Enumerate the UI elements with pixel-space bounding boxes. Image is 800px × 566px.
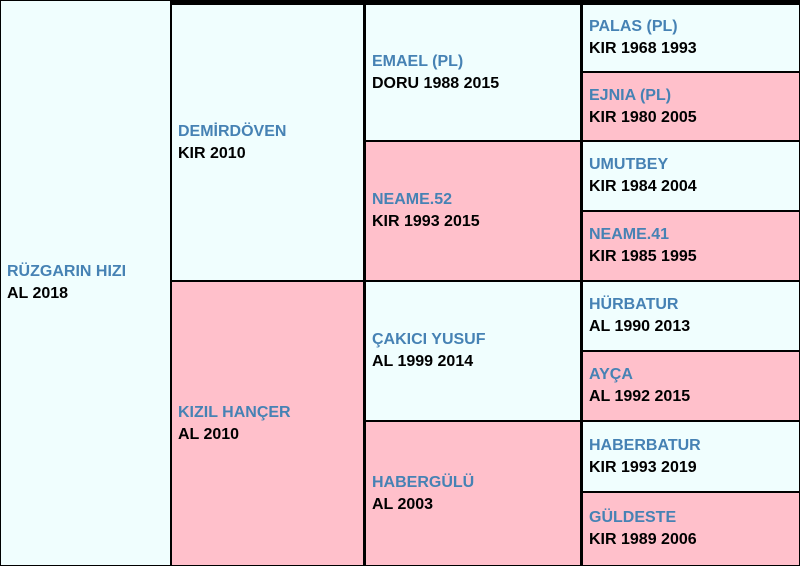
ancestor-name[interactable]: EJNIA (PL)	[589, 86, 672, 104]
ancestor-info: AL 1990 2013	[589, 318, 691, 335]
pedigree-cell-gen3-1: PALAS (PL) KIR 1968 1993	[583, 5, 799, 71]
ancestor-info: AL 1999 2014	[372, 353, 474, 370]
ancestor-info: AL 1992 2015	[589, 388, 691, 405]
pedigree-cell-gen3-8: GÜLDESTE KIR 1989 2006	[583, 493, 799, 565]
ancestor-info: KIR 1985 1995	[589, 248, 697, 265]
ancestor-name[interactable]: AYÇA	[589, 366, 633, 383]
pedigree-cell-gen3-4: NEAME.41 KIR 1985 1995	[583, 212, 799, 280]
ancestor-name[interactable]: ÇAKICI YUSUF	[372, 331, 486, 348]
ancestor-name[interactable]: HÜRBATUR	[589, 296, 679, 313]
dam-name[interactable]: KIZIL HANÇER	[178, 403, 291, 421]
pedigree-cell-gen3-7: HABERBATUR KIR 1993 2019	[583, 422, 799, 491]
pedigree-cell-horse: RÜZGARIN HIZI AL 2018	[1, 1, 170, 565]
ancestor-name[interactable]: UMUTBEY	[589, 156, 669, 173]
ancestor-info: KIR 1968 1993	[589, 40, 697, 57]
pedigree-cell-sire-dam: NEAME.52 KIR 1993 2015	[366, 142, 580, 280]
dam-info: AL 2010	[178, 425, 240, 443]
pedigree-cell-dam-sire: ÇAKICI YUSUF AL 1999 2014	[366, 282, 580, 420]
pedigree-cell-gen3-2: EJNIA (PL) KIR 1980 2005	[583, 73, 799, 140]
ancestor-info: KIR 1984 2004	[589, 178, 697, 195]
ancestor-info: KIR 1989 2006	[589, 531, 697, 548]
pedigree-cell-dam: KIZIL HANÇER AL 2010	[172, 282, 363, 565]
pedigree-cell-dam-dam: HABERGÜLÜ AL 2003	[366, 422, 580, 565]
horse-name[interactable]: RÜZGARIN HIZI	[7, 263, 127, 280]
pedigree-cell-gen3-3: UMUTBEY KIR 1984 2004	[583, 142, 799, 210]
ancestor-name[interactable]: EMAEL (PL)	[372, 52, 464, 70]
sire-name[interactable]: DEMİRDÖVEN	[178, 122, 287, 140]
ancestor-info: KIR 1993 2015	[372, 213, 480, 230]
ancestor-info: KIR 1980 2005	[589, 108, 697, 126]
ancestor-name[interactable]: NEAME.41	[589, 226, 670, 243]
pedigree-cell-gen3-5: HÜRBATUR AL 1990 2013	[583, 282, 799, 350]
pedigree-cell-sire: DEMİRDÖVEN KIR 2010	[172, 5, 363, 280]
pedigree-cell-sire-sire: EMAEL (PL) DORU 1988 2015	[366, 5, 580, 140]
ancestor-name[interactable]: HABERGÜLÜ	[372, 473, 475, 491]
sire-info: KIR 2010	[178, 144, 246, 162]
ancestor-info: DORU 1988 2015	[372, 74, 500, 92]
pedigree-cell-gen3-6: AYÇA AL 1992 2015	[583, 352, 799, 420]
horse-info: AL 2018	[7, 285, 69, 302]
ancestor-info: KIR 1993 2019	[589, 458, 697, 476]
ancestor-name[interactable]: HABERBATUR	[589, 436, 701, 454]
ancestor-name[interactable]: PALAS (PL)	[589, 18, 678, 35]
ancestor-name[interactable]: NEAME.52	[372, 191, 453, 208]
ancestor-info: AL 2003	[372, 495, 434, 513]
ancestor-name[interactable]: GÜLDESTE	[589, 509, 677, 526]
